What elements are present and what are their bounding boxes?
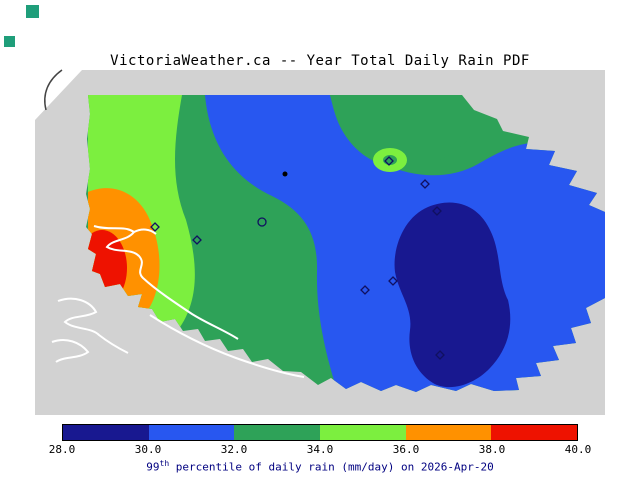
colorbar-tick-label: 36.0: [392, 443, 420, 456]
colorbar-segment: [491, 425, 578, 440]
station-markers: [150, 156, 445, 360]
station-marker: [282, 171, 288, 177]
coastline-branch: [133, 228, 157, 235]
station-marker: [432, 206, 442, 216]
caption-rest: percentile of daily rain (mm/day) on 202…: [169, 460, 494, 474]
colorbar-segment: [234, 425, 321, 440]
station-marker: [257, 217, 267, 227]
map-corner: [35, 70, 82, 120]
coastline-south: [149, 314, 305, 378]
contour-band-28-30: [394, 202, 511, 388]
colorbar-ticks: 28.0 30.0 32.0 34.0 36.0 38.0 40.0: [49, 443, 592, 457]
colorbar-segment: [63, 425, 149, 440]
station-marker: [360, 285, 370, 295]
colorbar: 28.0 30.0 32.0 34.0 36.0 38.0 40.0: [49, 424, 592, 457]
decorative-square: [26, 5, 39, 18]
colorbar-tick-label: 40.0: [564, 443, 592, 456]
colorbar-tick-label: 28.0: [48, 443, 76, 456]
station-marker: [388, 276, 398, 286]
coastline: [44, 69, 63, 111]
colorbar-bar: [62, 424, 578, 441]
colorbar-tick-label: 34.0: [306, 443, 334, 456]
coastline-group: [51, 225, 305, 378]
coastline-sooke-2: [51, 339, 90, 363]
map-title: VictoriaWeather.ca -- Year Total Daily R…: [110, 53, 530, 69]
decorative-square: [4, 36, 15, 47]
colorbar-tick-label: 32.0: [220, 443, 248, 456]
colorbar-segment: [405, 425, 492, 440]
colorbar-caption: 99th percentile of daily rain (mm/day) o…: [0, 459, 640, 474]
station-marker: [150, 222, 160, 232]
station-marker: [435, 350, 445, 360]
colorbar-segment: [148, 425, 235, 440]
contour-band-32-34-northeast: [330, 95, 474, 169]
coastline-sooke-1: [57, 297, 129, 354]
colorbar-segment: [320, 425, 406, 440]
colorbar-tick-label: 38.0: [478, 443, 506, 456]
station-marker: [384, 156, 394, 166]
station-marker: [420, 179, 430, 189]
caption-sup: th: [159, 459, 170, 468]
station-marker: [192, 235, 202, 245]
colorbar-tick-label: 30.0: [134, 443, 162, 456]
caption-prefix: 99: [146, 460, 160, 474]
